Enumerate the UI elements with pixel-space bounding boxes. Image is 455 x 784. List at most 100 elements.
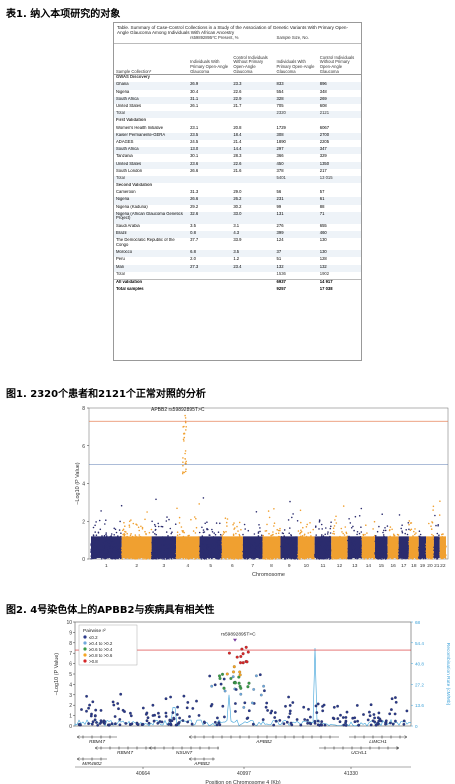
x-tick-label: 7 [251,563,254,569]
gene-arrow [76,735,80,739]
snp-point [394,719,397,723]
snp-point [164,711,168,715]
table-cell: 2205 [319,139,330,144]
snp-point [246,716,250,720]
snp-point [288,704,292,707]
snp-point-ld [229,677,233,680]
snp-point [164,715,168,718]
snp-point-ld [238,673,242,677]
x-tick-label: 15 [379,563,385,569]
snp-point [176,705,179,709]
table-cell: 23.4 [233,264,242,269]
table-cell: 3.5 [190,223,196,228]
x-tick-label: 17 [401,563,407,569]
legend-label: ≥0.4 to >0.2 [89,641,113,646]
table-cell [188,118,231,125]
y2-tick-label: 68 [415,620,421,625]
snp-point [344,716,348,719]
table-cell: 131 [276,211,284,216]
table-cell: Peru [116,257,125,262]
section-title-table1: 表1. 纳入本项研究的对象 [6,9,121,20]
section-title-fig1: 图1. 2320个患者和2121个正常对照的分析 [6,389,206,400]
chromosome-points-13 [346,507,363,560]
legend-label: ≤0.2 [89,635,98,640]
data-table: rs59892895*C Present, % Sample Size, No. S… [114,36,361,294]
snp-point [321,709,325,713]
legend-swatch [83,653,87,657]
snp-point [175,713,179,716]
x-tick-label: 9 [288,563,291,569]
recombination-rate-line [74,647,412,727]
table-cell: Cameroon [116,190,136,195]
snp-point [332,705,336,709]
snp-point-ld [227,651,231,655]
snp-point [355,704,359,707]
x-tick-label: 12 [337,563,343,569]
snp-point [80,708,83,711]
snp-point [356,719,359,723]
table-cell [318,75,361,83]
snp-point [265,701,269,705]
snp-point [234,688,238,691]
y-tick-label: 2 [82,519,85,525]
study-table: Table. Summary of Case-Control Collectio… [113,22,362,361]
x-tick-label: 6 [231,563,234,569]
snp-point [402,722,406,726]
chromosome-points-20 [425,505,435,560]
snp-point [191,707,195,710]
snp-point [288,712,292,715]
snp-point [322,703,326,707]
table-cell: 14.4 [233,147,242,152]
snp-point [377,719,381,723]
table-cell: Control Individuals Without Primary Open… [231,43,275,76]
table-cell: 460 [319,231,327,236]
table-row: United States 26.1 21.7 705 608 [114,104,361,111]
snp-point [376,716,380,720]
table-cell: Total [116,175,125,180]
snp-point [98,722,102,725]
snp-point [251,722,255,726]
snp-point [309,722,313,726]
table-cell: 231 [276,197,284,202]
snp-point [266,709,269,712]
table-cell: 31.1 [190,96,199,101]
snp-point [394,696,397,699]
table-cell: 26.6 [190,197,199,202]
snp-point [339,713,342,717]
snp-point [185,706,189,710]
table-cell: 13.0 [190,147,199,152]
snp-point [373,720,377,724]
snp-point [388,712,392,716]
snp-point [239,692,243,696]
table-cell: 26.9 [190,82,199,87]
snp-point [353,720,357,724]
table-cell: 23.3 [233,82,242,87]
table-cell: Kaiser Permanente-GERA [116,132,166,137]
snp-point [152,719,156,723]
snp-point [195,699,198,703]
snp-point [255,674,258,678]
table-cell: Nigeria (African Glaucoma Genetics Proje… [116,211,183,221]
y2-axis-label: Recombination Rate (cM/Mb) [445,643,451,706]
snp-point [108,723,111,727]
table-cell: 1350 [319,161,330,166]
y2-tick-label: 54.4 [415,641,424,646]
x-tick-label: 5 [209,563,212,569]
snp-point [282,722,286,726]
snp-point [295,718,299,721]
table-cell [231,118,274,125]
table-cell: 23.6 [190,161,199,166]
table-cell: 329 [319,154,327,159]
table-cell: 308 [276,132,284,137]
snp-point [390,697,394,701]
snp-point [320,723,323,727]
table-cell: Individuals With Primary Open-Angle Glau… [274,43,318,76]
snp-point [118,723,122,727]
table-cell [188,278,232,288]
table-cell: Total [116,271,125,276]
snp-point [215,723,219,727]
snp-point [272,723,276,727]
table-cell: 130 [319,238,327,243]
legend-box [78,624,138,666]
legend-swatch [83,635,87,639]
